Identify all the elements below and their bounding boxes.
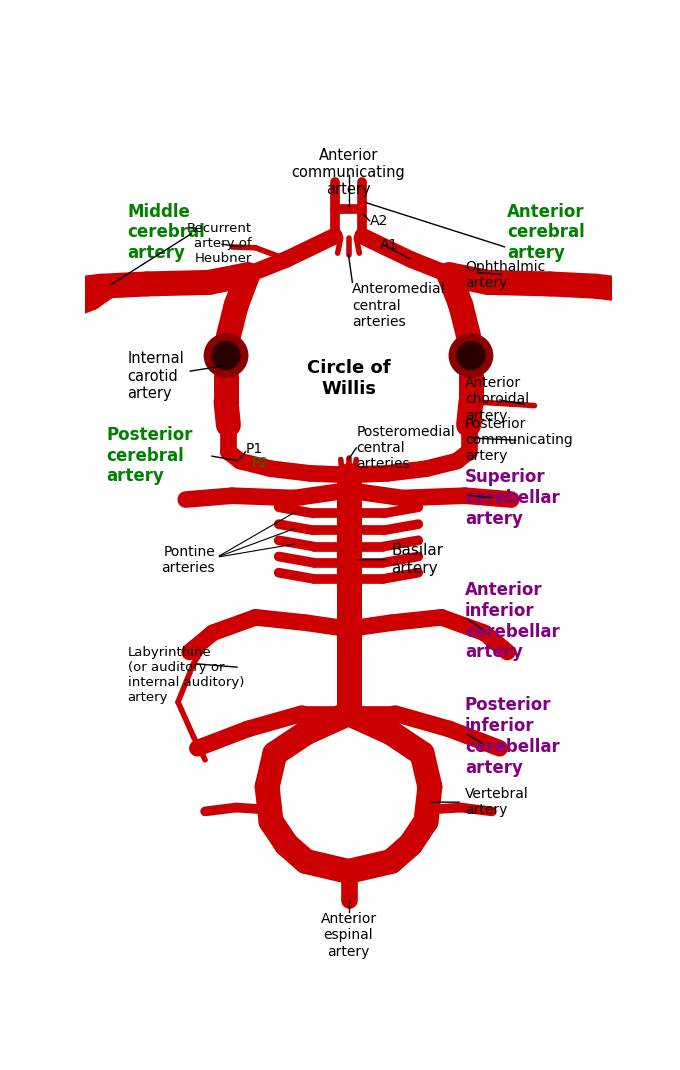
Text: Anterior
communicating
artery: Anterior communicating artery xyxy=(292,148,405,198)
Circle shape xyxy=(449,334,492,377)
Text: Anteromedial
central
arteries: Anteromedial central arteries xyxy=(352,282,446,328)
Text: Anterior
cerebral
artery: Anterior cerebral artery xyxy=(507,202,585,262)
Circle shape xyxy=(212,341,240,369)
Text: Recurrent
artery of
Heubner: Recurrent artery of Heubner xyxy=(186,223,252,265)
Text: Anterior
inferior
cerebellar
artery: Anterior inferior cerebellar artery xyxy=(464,581,560,661)
Text: Middle
cerebral
artery: Middle cerebral artery xyxy=(128,202,205,262)
Text: Posteromedial
central
arteries: Posteromedial central arteries xyxy=(356,425,455,471)
Text: Anterior
choroidal
artery: Anterior choroidal artery xyxy=(464,377,529,423)
Text: Ophthalmic
artery: Ophthalmic artery xyxy=(464,260,545,290)
Text: Vertebral
artery: Vertebral artery xyxy=(431,788,528,817)
Text: Posterior
cerebral
artery: Posterior cerebral artery xyxy=(107,426,193,486)
Text: Pontine
arteries: Pontine arteries xyxy=(162,545,215,575)
Text: Internal
carotid
artery: Internal carotid artery xyxy=(128,351,223,401)
Text: A2: A2 xyxy=(370,214,388,228)
Text: Anterior
espinal
artery: Anterior espinal artery xyxy=(320,913,377,959)
Text: P2: P2 xyxy=(252,456,269,470)
Text: Posterior
inferior
cerebellar
artery: Posterior inferior cerebellar artery xyxy=(464,697,560,777)
Text: P1: P1 xyxy=(245,443,262,457)
Circle shape xyxy=(205,334,248,377)
Circle shape xyxy=(457,341,485,369)
Text: Superior
cerebellar
artery: Superior cerebellar artery xyxy=(464,469,560,528)
Text: Posterior
communicating
artery: Posterior communicating artery xyxy=(464,417,573,463)
Text: Basilar
artery: Basilar artery xyxy=(358,544,443,576)
Text: Labyrinthine
(or auditory or
internal auditory)
artery: Labyrinthine (or auditory or internal au… xyxy=(128,646,244,704)
Text: Circle of
Willis: Circle of Willis xyxy=(307,360,390,398)
Text: A1: A1 xyxy=(379,239,398,253)
